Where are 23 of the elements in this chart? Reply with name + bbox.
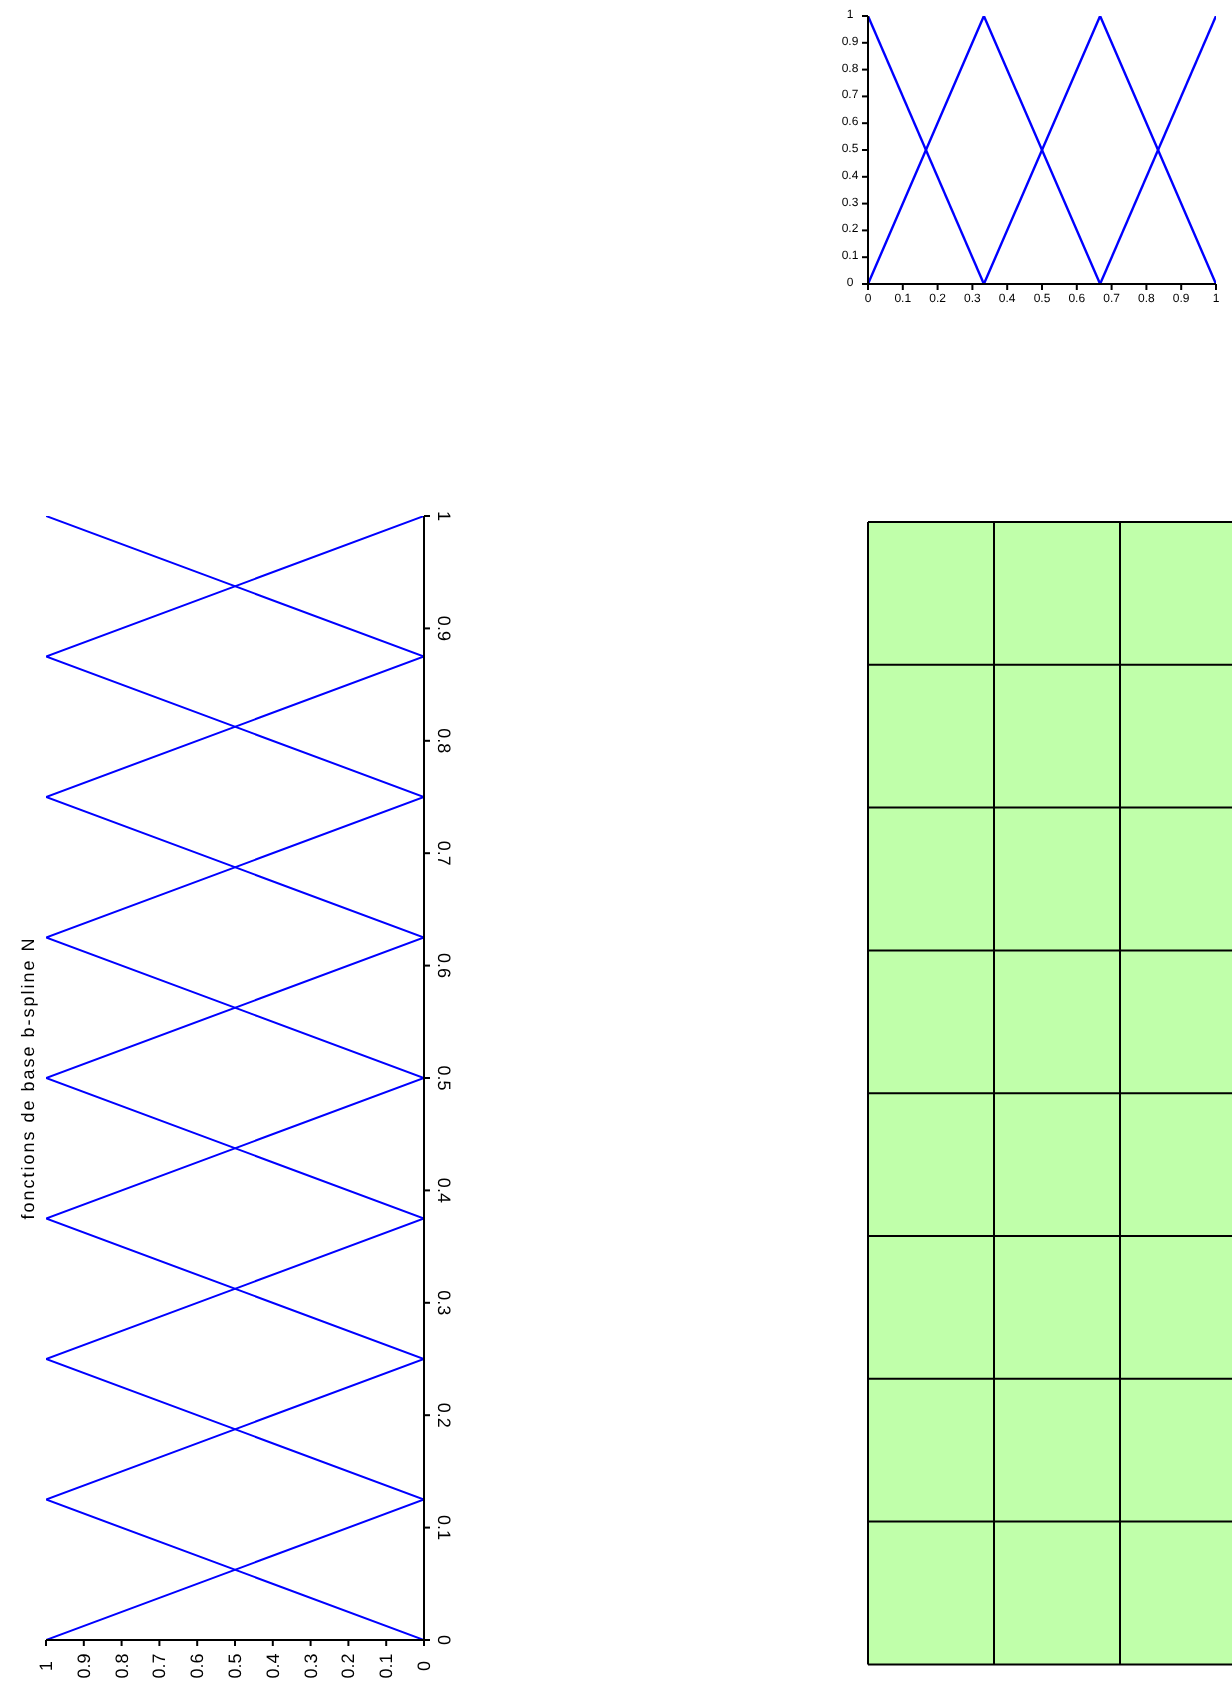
y-tick-label: 0.9 bbox=[434, 615, 454, 641]
x-tick-label: 0.3 bbox=[300, 1653, 321, 1679]
y-tick-label: 0 bbox=[434, 1634, 454, 1646]
x-tick-label: 0 bbox=[414, 1660, 434, 1672]
x-tick-label: 0.4 bbox=[262, 1653, 283, 1679]
y-tick-label: 0.8 bbox=[434, 728, 454, 754]
x-tick-label: 0.6 bbox=[187, 1653, 208, 1679]
y-tick-label: 0.4 bbox=[434, 1177, 454, 1203]
y-tick-label: 0.1 bbox=[434, 1515, 454, 1541]
y-tick-label: 0.6 bbox=[434, 953, 454, 979]
x-tick-label: 0.9 bbox=[73, 1653, 94, 1679]
x-tick-label: 0.2 bbox=[338, 1653, 359, 1679]
y-tick-label: 0.3 bbox=[434, 1290, 454, 1316]
x-tick-label: 0.5 bbox=[225, 1653, 245, 1679]
y-tick-label: 1 bbox=[434, 510, 454, 522]
x-tick-label: 0.7 bbox=[149, 1653, 170, 1679]
x-tick-label: 0.1 bbox=[376, 1653, 397, 1679]
x-tick-label: 1 bbox=[36, 1660, 56, 1672]
y-tick-label: 0.5 bbox=[434, 1065, 454, 1091]
x-tick-label: 0.8 bbox=[111, 1653, 132, 1679]
y-tick-label: 0.7 bbox=[434, 840, 454, 866]
y-axis-title: fonctions de base b-spline N bbox=[18, 936, 38, 1220]
y-tick-label: 0.2 bbox=[434, 1402, 454, 1428]
